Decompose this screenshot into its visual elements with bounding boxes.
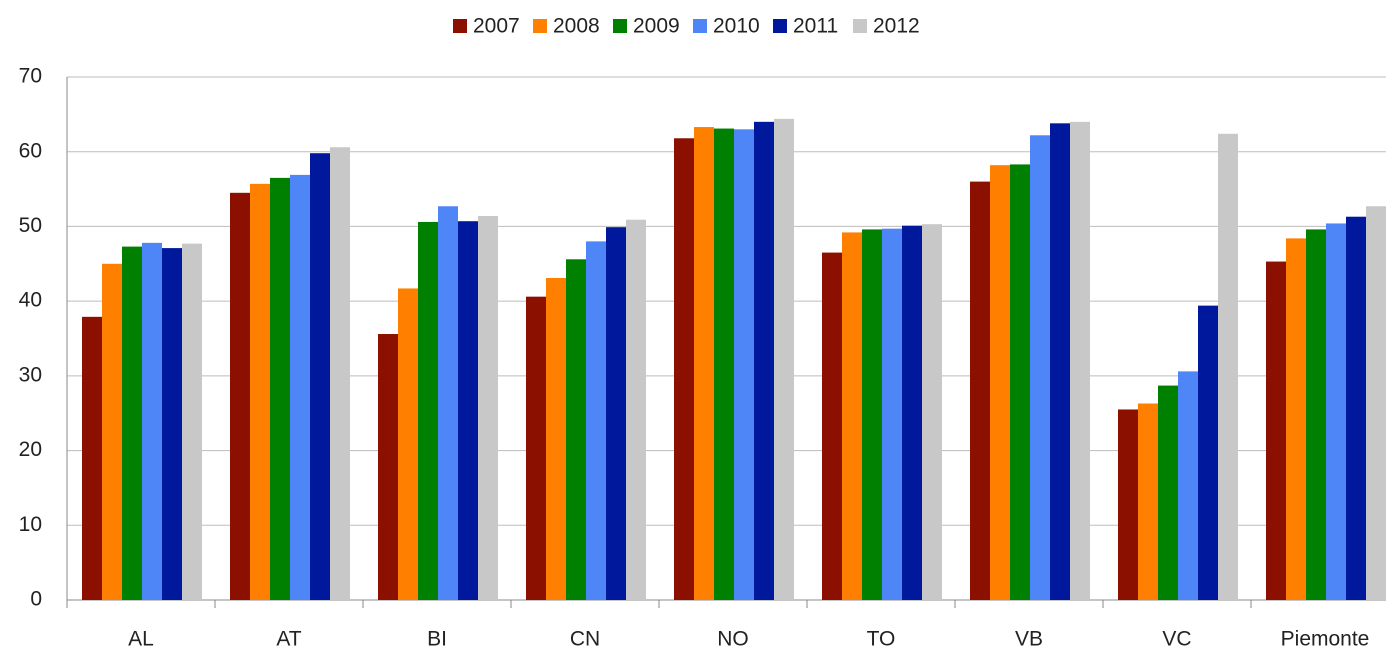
- bar: [290, 174, 310, 600]
- bar: [1198, 305, 1218, 600]
- bar: [250, 183, 270, 600]
- y-tick-label: 60: [19, 139, 42, 162]
- legend-label: 2010: [713, 15, 760, 38]
- bar: [438, 206, 458, 600]
- y-tick-label: 10: [19, 513, 42, 536]
- legend-label: 2012: [873, 15, 920, 38]
- bar: [1010, 164, 1030, 600]
- y-tick-label: 70: [19, 65, 42, 88]
- legend-label: 2011: [793, 15, 838, 38]
- bar: [82, 316, 102, 600]
- bar: [1266, 261, 1286, 600]
- bar: [1346, 216, 1366, 601]
- bar: [754, 121, 774, 600]
- bar: [694, 127, 714, 601]
- legend-swatch: [533, 19, 547, 33]
- bar: [674, 138, 694, 600]
- bar: [882, 228, 902, 601]
- y-tick-label: 40: [19, 289, 42, 312]
- x-tick-label: AT: [276, 628, 301, 651]
- bar: [626, 219, 646, 600]
- bar: [970, 181, 990, 600]
- bar: [142, 242, 162, 600]
- bar: [586, 241, 606, 600]
- bar: [1286, 238, 1306, 600]
- legend-label: 2007: [473, 15, 520, 38]
- y-tick-label: 20: [19, 438, 42, 461]
- bar: [774, 118, 794, 600]
- bar: [458, 221, 478, 600]
- bar: [1138, 403, 1158, 600]
- bar: [1366, 206, 1386, 600]
- bar: [902, 225, 922, 600]
- bar: [606, 227, 626, 600]
- x-tick-label: VC: [1162, 628, 1191, 651]
- bar: [546, 277, 566, 600]
- bar: [270, 177, 290, 600]
- bar: [102, 263, 122, 600]
- bar: [1158, 385, 1178, 600]
- bar: [842, 232, 862, 601]
- bar: [862, 229, 882, 600]
- bar: [378, 334, 398, 600]
- y-tick-label: 50: [19, 214, 42, 237]
- x-tick-label: BI: [427, 628, 447, 651]
- bar: [526, 296, 546, 600]
- x-tick-label: AL: [128, 628, 154, 651]
- bar: [478, 215, 498, 600]
- legend-swatch: [693, 19, 707, 33]
- bar: [230, 192, 250, 601]
- bar: [566, 259, 586, 600]
- x-tick-label: CN: [570, 628, 600, 651]
- bar: [822, 252, 842, 601]
- legend-swatch: [613, 19, 627, 33]
- y-tick-label: 30: [19, 363, 42, 386]
- bar: [418, 221, 438, 600]
- bar: [1030, 135, 1050, 600]
- bar: [1326, 223, 1346, 600]
- bar: [990, 165, 1010, 601]
- bar: [714, 128, 734, 600]
- x-tick-label: NO: [717, 628, 749, 651]
- bar: [182, 243, 202, 600]
- bar: [162, 248, 182, 601]
- bar: [398, 288, 418, 600]
- legend-swatch: [853, 19, 867, 33]
- bar: [734, 129, 754, 601]
- bar: [1218, 133, 1238, 601]
- x-tick-label: VB: [1015, 628, 1043, 651]
- legend-label: 2008: [553, 15, 600, 38]
- bar: [922, 224, 942, 601]
- bar: [310, 153, 330, 601]
- bar: [1118, 409, 1138, 600]
- bar: [1050, 123, 1070, 600]
- bar: [330, 147, 350, 600]
- bar: [1070, 121, 1090, 600]
- bar: [1178, 371, 1198, 600]
- bar: [122, 246, 142, 600]
- y-tick-label: 0: [30, 588, 42, 611]
- x-tick-label: TO: [867, 628, 896, 651]
- legend-swatch: [453, 19, 467, 33]
- legend-swatch: [773, 19, 787, 33]
- x-tick-label: Piemonte: [1281, 628, 1370, 651]
- legend-label: 2009: [633, 15, 680, 38]
- bar: [1306, 229, 1326, 600]
